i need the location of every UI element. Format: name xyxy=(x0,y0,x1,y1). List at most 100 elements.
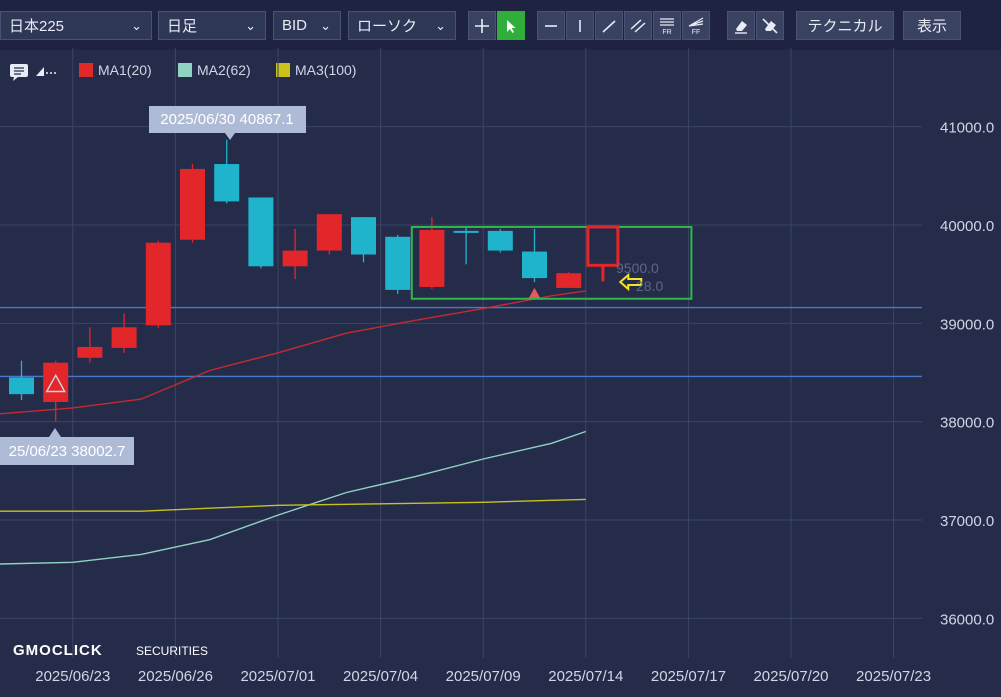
buy-signal-icon xyxy=(528,287,541,299)
y-axis-labels: 41000.0 40000.0 39000.0 38000.0 37000.0 36000… xyxy=(940,120,994,629)
horizontal-lines xyxy=(0,306,922,378)
y-tick-label: 38000.0 xyxy=(940,415,994,432)
obscured-price-2: 28.0 xyxy=(636,278,663,294)
x-tick-label: 2025/07/01 xyxy=(240,668,315,685)
bullish-candle xyxy=(77,346,103,358)
gmo-click-logo: GMOCLICK xyxy=(13,642,103,659)
securities-label: SECURITIES xyxy=(136,644,208,658)
x-tick-label: 2025/07/17 xyxy=(651,668,726,685)
obscured-price-1: 9500.0 xyxy=(616,260,659,276)
current-candle-marker xyxy=(586,225,620,267)
y-tick-label: 37000.0 xyxy=(940,513,994,530)
high-price-annotation: 2025/06/30 40867.1 xyxy=(149,106,306,140)
chart-toolbar: 日本225 ⌄ 日足 ⌄ BID ⌄ ローソク ⌄ FR FF xyxy=(0,0,1001,50)
bearish-candle xyxy=(522,251,547,279)
fibonacci-fan-icon: FF xyxy=(688,16,704,36)
bullish-candle xyxy=(180,168,205,240)
technical-button[interactable]: テクニカル xyxy=(796,11,894,40)
parallel-channel-icon xyxy=(630,18,646,33)
fibonacci-fan-tool-button[interactable]: FF xyxy=(682,11,710,40)
ma2-swatch xyxy=(178,63,192,77)
chevron-down-icon: ⌄ xyxy=(435,18,446,33)
bullish-candle xyxy=(145,242,171,326)
chat-icon[interactable] xyxy=(9,63,29,81)
ma-line-1 xyxy=(0,290,586,415)
drawing-overlays xyxy=(45,225,693,393)
x-tick-label: 2025/07/14 xyxy=(548,668,623,685)
period-select[interactable]: 日足 ⌄ xyxy=(158,11,266,40)
bearish-candle xyxy=(385,236,411,290)
y-tick-label: 41000.0 xyxy=(940,120,994,137)
fibonacci-retracement-icon: FR xyxy=(660,17,674,36)
crosshair-tool-button[interactable] xyxy=(468,11,496,40)
period-value: 日足 xyxy=(167,18,198,35)
pointer-tool-button[interactable] xyxy=(497,11,525,40)
legend-ma3[interactable]: MA3(100) xyxy=(276,62,356,78)
candlesticks xyxy=(9,139,582,422)
erase-all-icon xyxy=(762,17,778,34)
vertical-line-icon xyxy=(579,19,581,32)
bullish-candle xyxy=(43,362,69,402)
bullish-candle xyxy=(419,229,445,287)
range-box xyxy=(410,225,693,300)
moving-averages xyxy=(0,290,587,565)
legend-ma2[interactable]: MA2(62) xyxy=(178,62,251,78)
ma3-label: MA3(100) xyxy=(295,62,357,78)
ma-line-2 xyxy=(0,430,587,565)
x-tick-label: 2025/07/23 xyxy=(856,668,931,685)
eraser-icon xyxy=(735,20,747,34)
bearish-candle xyxy=(487,230,513,251)
bearish-candle xyxy=(248,197,274,267)
ma1-swatch xyxy=(79,63,93,77)
x-tick-label: 2025/07/20 xyxy=(753,668,828,685)
chevron-down-icon: ⌄ xyxy=(320,18,331,33)
trend-line-tool-button[interactable] xyxy=(595,11,623,40)
bearish-candle xyxy=(214,164,240,202)
bullish-candle xyxy=(282,250,308,267)
crosshair-icon xyxy=(475,18,489,33)
x-tick-label: 2025/07/09 xyxy=(446,668,521,685)
channel-tool-button[interactable] xyxy=(624,11,652,40)
ma-line-3 xyxy=(0,498,586,512)
symbol-value: 日本225 xyxy=(9,18,65,35)
low-price-annotation: 25/06/23 38002.7 xyxy=(0,428,134,465)
y-tick-label: 36000.0 xyxy=(940,611,994,628)
price-type-select[interactable]: BID ⌄ xyxy=(273,11,341,40)
fr-label: FR xyxy=(662,29,671,36)
chart-style-select[interactable]: ローソク ⌄ xyxy=(348,11,456,40)
bearish-candle xyxy=(351,217,376,255)
x-axis-labels: 2025/06/23 2025/06/26 2025/07/01 2025/07/04… xyxy=(35,668,931,685)
left-arrow-icon xyxy=(618,272,643,292)
x-tick-label: 2025/07/04 xyxy=(343,668,418,685)
bullish-candle xyxy=(556,273,582,288)
collapse-legend-icon[interactable] xyxy=(35,64,59,78)
chevron-down-icon: ⌄ xyxy=(131,18,142,33)
trend-line-icon xyxy=(602,19,616,33)
ma3-swatch xyxy=(276,63,290,77)
eraser-tool-button[interactable] xyxy=(727,11,755,40)
chevron-down-icon: ⌄ xyxy=(245,18,256,33)
x-tick-label: 2025/06/26 xyxy=(138,668,213,685)
bullish-candle xyxy=(316,214,342,251)
display-button[interactable]: 表示 xyxy=(903,11,961,40)
chart-grid xyxy=(0,48,922,658)
horizontal-line-tool-button[interactable] xyxy=(537,11,565,40)
y-tick-label: 40000.0 xyxy=(940,218,994,235)
symbol-select[interactable]: 日本225 ⌄ xyxy=(0,11,152,40)
legend-ma1[interactable]: MA1(20) xyxy=(79,62,152,78)
bearish-candle xyxy=(453,230,479,233)
high-label: 2025/06/30 40867.1 xyxy=(160,111,293,128)
x-tick-label: 2025/06/23 xyxy=(35,668,110,685)
bearish-candle xyxy=(9,377,34,395)
low-label: 25/06/23 38002.7 xyxy=(9,443,126,460)
erase-all-tool-button[interactable] xyxy=(756,11,784,40)
horizontal-line-icon xyxy=(545,24,557,27)
vertical-line-tool-button[interactable] xyxy=(566,11,594,40)
bullish-candle xyxy=(111,327,137,348)
y-tick-label: 39000.0 xyxy=(940,316,994,333)
buy-signal-icon xyxy=(45,373,66,393)
ma2-label: MA2(62) xyxy=(197,62,251,78)
fibonacci-retracement-tool-button[interactable]: FR xyxy=(653,11,681,40)
cursor-arrow-icon xyxy=(507,19,516,33)
